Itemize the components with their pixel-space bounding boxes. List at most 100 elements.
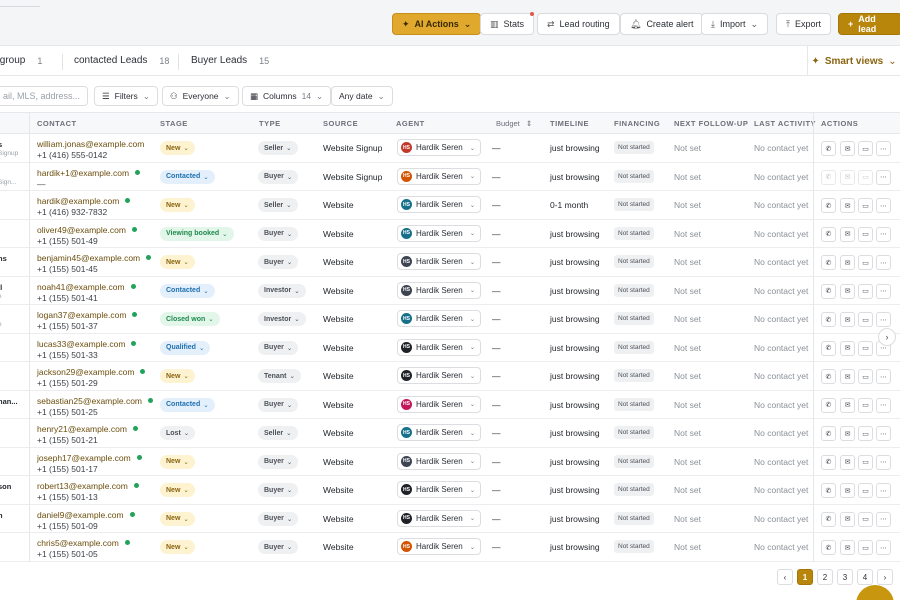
email-button[interactable]: ✉ [840, 426, 855, 441]
stage-dropdown[interactable]: New ⌄ [160, 198, 195, 212]
agent-dropdown[interactable]: HS Hardik Seren ⌄ [397, 538, 482, 555]
table-row[interactable]: Sign... hardik+1@example.com — Contacted… [0, 163, 900, 191]
call-button[interactable]: ✆ [821, 397, 836, 413]
column-header-timeline[interactable]: TIMELINE [550, 119, 589, 128]
call-button[interactable]: ✆ [821, 198, 836, 213]
table-row[interactable]: han... sebastian25@example.com +1 (155) … [0, 391, 900, 419]
type-dropdown[interactable]: Seller ⌄ [258, 141, 298, 155]
email-button[interactable]: ✉ [840, 169, 855, 185]
contact-email[interactable]: benjamin45@example.com [37, 253, 152, 263]
more-button[interactable]: ⋯ [876, 283, 891, 299]
table-row[interactable]: s Signup william.jonas@example.com +1 (4… [0, 134, 900, 163]
table-row[interactable]: joseph17@example.com +1 (155) 501-17 New… [0, 448, 900, 476]
message-button[interactable]: ▭ [858, 141, 873, 156]
stage-dropdown[interactable]: New ⌄ [160, 483, 195, 497]
table-row[interactable]: ll e noah41@example.com +1 (155) 501-41 … [0, 277, 900, 305]
tab-buyer-leads[interactable]: Buyer Leads 15 [191, 55, 269, 66]
contact-email[interactable]: chris5@example.com [37, 538, 130, 548]
table-row[interactable]: lucas33@example.com +1 (155) 501-33 Qual… [0, 334, 900, 362]
table-row[interactable]: son robert13@example.com +1 (155) 501-13… [0, 476, 900, 505]
table-row[interactable]: oliver49@example.com +1 (155) 501-49 Vie… [0, 220, 900, 248]
stage-dropdown[interactable]: Contacted ⌄ [160, 169, 215, 184]
contact-email[interactable]: noah41@example.com [37, 282, 136, 292]
agent-dropdown[interactable]: HS Hardik Seren ⌄ [397, 395, 482, 413]
contact-phone[interactable]: +1 (155) 501-37 [37, 321, 98, 331]
contact-email[interactable]: lucas33@example.com [37, 339, 137, 349]
call-button[interactable]: ✆ [821, 312, 836, 327]
tab-contacted-leads[interactable]: contacted Leads 18 [74, 55, 169, 66]
lead-name[interactable]: ll [0, 282, 3, 292]
more-button[interactable]: ⋯ [876, 483, 891, 498]
table-row[interactable]: chris5@example.com +1 (155) 501-05 New ⌄… [0, 533, 900, 562]
message-button[interactable]: ▭ [858, 340, 873, 356]
email-button[interactable]: ✉ [840, 255, 855, 270]
more-button[interactable]: ⋯ [876, 511, 891, 527]
page-button[interactable]: 3 [837, 569, 853, 585]
message-button[interactable]: ▭ [858, 397, 873, 413]
message-button[interactable]: ▭ [858, 426, 873, 441]
contact-phone[interactable]: +1 (155) 501-41 [37, 292, 98, 303]
type-dropdown[interactable]: Buyer ⌄ [258, 483, 299, 497]
more-button[interactable]: ⋯ [876, 198, 891, 213]
contact-phone[interactable]: +1 (416) 932-7832 [37, 207, 108, 217]
agent-dropdown[interactable]: HS Hardik Seren ⌄ [397, 253, 482, 270]
table-row[interactable]: ns benjamin45@example.com +1 (155) 501-4… [0, 248, 900, 277]
stats-button[interactable]: ▥ Stats [480, 12, 535, 35]
call-button[interactable]: ✆ [821, 426, 836, 441]
more-button[interactable]: ⋯ [876, 312, 891, 327]
call-button[interactable]: ✆ [821, 369, 836, 384]
stage-dropdown[interactable]: New ⌄ [160, 454, 195, 469]
add-lead-button[interactable]: + Add lead [838, 13, 900, 35]
type-dropdown[interactable]: Buyer ⌄ [258, 255, 299, 269]
lead-name[interactable]: son [0, 482, 12, 491]
call-button[interactable]: ✆ [821, 169, 836, 185]
email-button[interactable]: ✉ [840, 283, 855, 299]
contact-phone[interactable]: +1 (155) 501-21 [37, 435, 98, 445]
email-button[interactable]: ✉ [840, 340, 855, 356]
search-input[interactable]: ail, MLS, address... [0, 86, 88, 106]
message-button[interactable]: ▭ [858, 369, 873, 384]
smart-views-button[interactable]: ✦ Smart views ⌄ [807, 46, 900, 76]
contact-email[interactable]: henry21@example.com [37, 424, 138, 434]
contact-phone[interactable]: +1 (155) 501-17 [37, 463, 98, 474]
contact-phone[interactable]: +1 (155) 501-05 [37, 549, 98, 559]
table-row[interactable]: henry21@example.com +1 (155) 501-21 Lost… [0, 419, 900, 448]
contact-phone[interactable]: +1 (155) 501-13 [37, 492, 98, 502]
stage-dropdown[interactable]: Lost ⌄ [160, 426, 196, 440]
email-button[interactable]: ✉ [840, 312, 855, 327]
contact-email[interactable]: hardik@example.com [37, 196, 131, 206]
table-row[interactable]: n daniel9@example.com +1 (155) 501-09 Ne… [0, 505, 900, 533]
email-button[interactable]: ✉ [840, 141, 855, 156]
contact-phone[interactable]: +1 (155) 501-45 [37, 264, 98, 274]
more-button[interactable]: ⋯ [876, 454, 891, 470]
email-button[interactable]: ✉ [840, 511, 855, 527]
type-dropdown[interactable]: Investor ⌄ [258, 283, 306, 298]
agent-dropdown[interactable]: HS Hardik Seren ⌄ [397, 167, 482, 185]
column-header-type[interactable]: TYPE [259, 119, 281, 128]
call-button[interactable]: ✆ [821, 226, 836, 242]
email-button[interactable]: ✉ [840, 397, 855, 413]
more-button[interactable]: ⋯ [876, 540, 891, 555]
agent-dropdown[interactable]: HS Hardik Seren ⌄ [397, 196, 482, 213]
stage-dropdown[interactable]: Contacted ⌄ [160, 283, 215, 298]
agent-dropdown[interactable]: HS Hardik Seren ⌄ [397, 452, 482, 470]
contact-phone[interactable]: — [37, 178, 46, 189]
agent-dropdown[interactable]: HS Hardik Seren ⌄ [397, 224, 482, 242]
more-button[interactable]: ⋯ [876, 141, 891, 156]
agent-dropdown[interactable]: HS Hardik Seren ⌄ [397, 338, 482, 356]
contact-email[interactable]: sebastian25@example.com [37, 396, 154, 406]
stage-dropdown[interactable]: Closed won ⌄ [160, 312, 220, 326]
message-button[interactable]: ▭ [858, 454, 873, 470]
stage-dropdown[interactable]: Qualified ⌄ [160, 340, 211, 355]
column-header-next-follow-up[interactable]: NEXT FOLLOW-UP [674, 119, 749, 128]
lead-name[interactable]: n [0, 510, 3, 520]
stage-dropdown[interactable]: New ⌄ [160, 540, 195, 554]
message-button[interactable]: ▭ [858, 483, 873, 498]
call-button[interactable]: ✆ [821, 511, 836, 527]
message-button[interactable]: ▭ [858, 226, 873, 242]
call-button[interactable]: ✆ [821, 255, 836, 270]
more-button[interactable]: ⋯ [876, 397, 891, 413]
agent-dropdown[interactable]: HS Hardik Seren ⌄ [397, 281, 482, 299]
contact-email[interactable]: william.jonas@example.com [37, 139, 144, 149]
assistant-fab-button[interactable] [856, 585, 894, 600]
